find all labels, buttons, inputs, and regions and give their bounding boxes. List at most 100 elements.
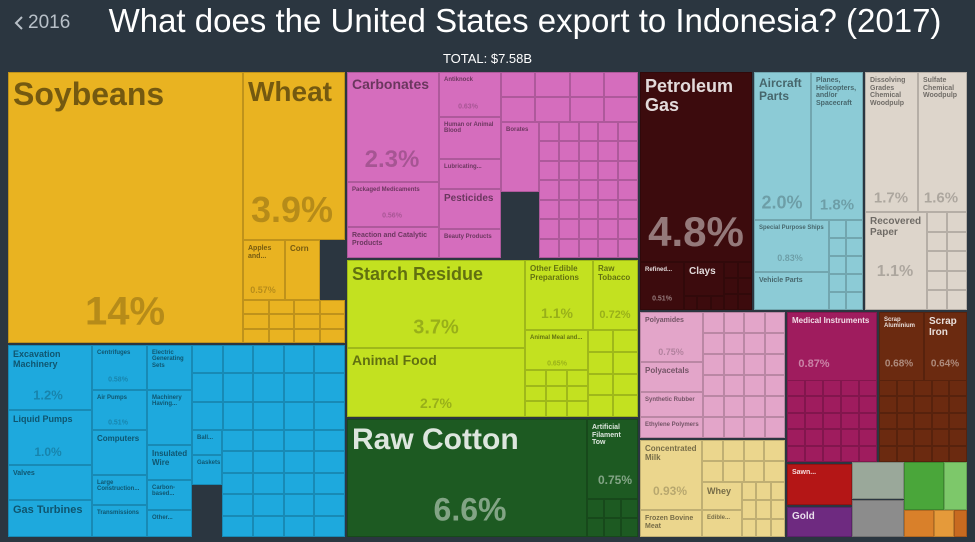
small-tile (904, 462, 944, 510)
small-tile (841, 412, 859, 430)
small-tile (904, 510, 934, 537)
tile: Beauty Products (439, 229, 501, 258)
small-tile (598, 238, 619, 258)
tile-label: Soybeans (13, 76, 165, 112)
tile-label: Machinery Having... (152, 395, 182, 408)
tile-label: Centrifuges (97, 350, 131, 356)
small-tile (684, 296, 698, 310)
small-tile (294, 314, 320, 329)
small-tile (319, 328, 345, 343)
small-tile (283, 451, 315, 473)
small-tile (764, 333, 785, 354)
tile-label: Beauty Products (444, 234, 492, 240)
small-tile (539, 219, 559, 239)
small-tile (603, 97, 638, 122)
tile: Refined... (640, 262, 684, 310)
small-tile (823, 429, 841, 446)
tile: Excavation Machinery (8, 345, 92, 410)
small-tile (222, 373, 254, 402)
value-label: 0.75% (658, 347, 684, 357)
small-tile (268, 314, 294, 329)
small-tile (805, 380, 823, 397)
small-tile (588, 395, 613, 417)
small-tile (805, 445, 823, 462)
value-label: 1.6% (923, 189, 959, 207)
tile: Carbonates (347, 72, 439, 182)
tile: Soybeans (8, 72, 243, 343)
tile: Packaged Medicaments (347, 182, 439, 227)
small-tile (243, 328, 269, 343)
small-tile (879, 445, 897, 462)
small-tile (319, 300, 345, 315)
back-label[interactable]: 2016 (28, 12, 71, 33)
small-tile (294, 328, 320, 343)
small-tile (314, 451, 345, 473)
small-tile (525, 370, 546, 386)
small-tile (722, 440, 744, 461)
small-tile (546, 385, 567, 402)
tile: Sulfate Chemical Woodpulp (918, 72, 967, 212)
small-tile (927, 231, 947, 252)
small-tile (578, 160, 599, 181)
small-tile (764, 461, 785, 482)
small-tile (558, 122, 579, 142)
tile-label: Edible... (707, 515, 731, 521)
tile: Recovered Paper (865, 212, 927, 310)
tile: Animal Food (347, 348, 525, 417)
small-tile (744, 396, 765, 417)
small-tile (587, 499, 604, 518)
small-tile (852, 462, 904, 499)
tile-label: Clays (689, 266, 716, 277)
small-tile (697, 296, 711, 310)
small-tile (742, 482, 757, 501)
tile-label: Recovered Paper (870, 216, 922, 238)
tile-label: Electric Generating Sets (152, 350, 184, 369)
small-tile (314, 430, 345, 452)
value-label: 3.9% (250, 189, 334, 230)
small-tile (805, 412, 823, 430)
small-tile (283, 494, 315, 516)
tile-label: Raw Tobacco (598, 264, 631, 282)
small-tile (787, 445, 805, 462)
value-label: 0.58% (108, 376, 128, 384)
back-button[interactable]: 2016 (14, 12, 70, 34)
small-tile (613, 395, 638, 417)
tile: Aircraft Parts (754, 72, 811, 220)
small-tile (927, 290, 947, 310)
small-tile (618, 141, 638, 161)
tile-label: Apples and... (248, 245, 272, 260)
small-tile (744, 354, 765, 375)
value-label: 0.75% (597, 473, 633, 487)
small-tile (710, 296, 724, 310)
tile-label: Dissolving Grades Chemical Woodpulp (870, 77, 906, 107)
small-tile (535, 72, 570, 97)
small-tile (525, 401, 546, 417)
small-tile (598, 199, 619, 220)
tile: Computers (92, 430, 147, 475)
tile: Polyacetals (640, 362, 703, 392)
tile-label: Sulfate Chemical Woodpulp (923, 77, 958, 100)
small-tile (724, 262, 738, 278)
value-label: 0.93% (652, 484, 688, 498)
small-tile (578, 122, 599, 142)
small-tile (314, 373, 345, 402)
small-tile (621, 499, 638, 518)
small-tile (738, 294, 752, 310)
tile: Gold (787, 507, 852, 537)
small-tile (947, 212, 967, 232)
small-tile (222, 494, 253, 516)
small-tile (764, 396, 785, 417)
tile-label: Packaged Medicaments (352, 187, 420, 193)
tile: Machinery Having... (147, 390, 192, 445)
small-tile (567, 385, 588, 402)
small-tile (931, 445, 950, 462)
small-tile (742, 500, 757, 519)
tile: Gaskets (192, 455, 222, 485)
small-tile (829, 274, 846, 292)
chart-title: What does the United States export to In… (108, 2, 942, 39)
small-tile (539, 122, 559, 142)
small-tile (222, 515, 253, 537)
small-tile (879, 396, 897, 413)
small-tile (744, 333, 765, 354)
